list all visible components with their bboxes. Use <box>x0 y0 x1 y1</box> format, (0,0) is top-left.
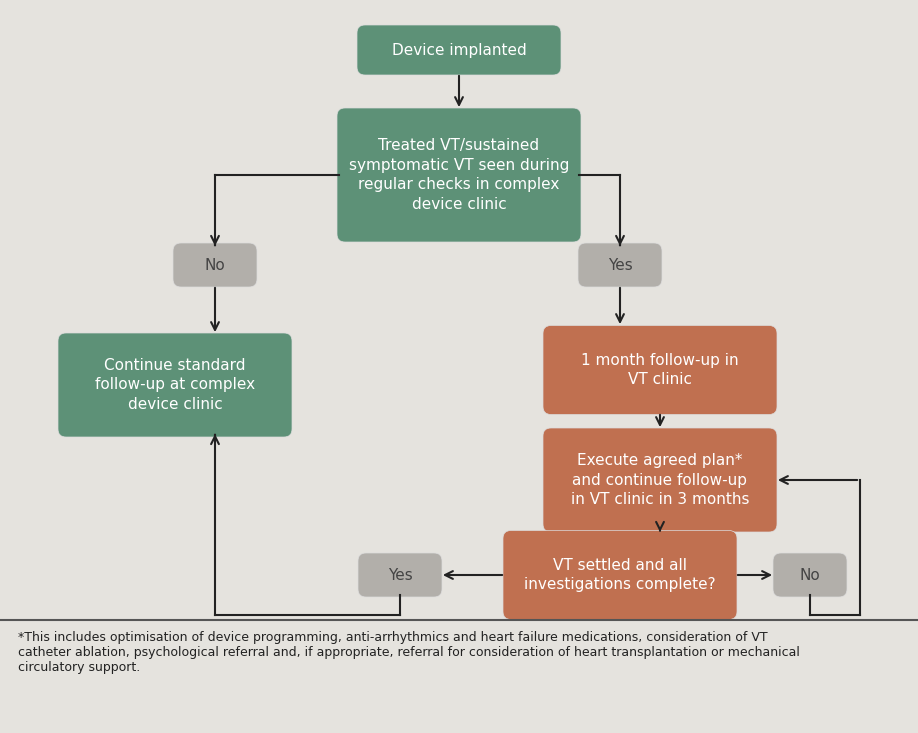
Text: No: No <box>205 257 226 273</box>
Text: VT settled and all
investigations complete?: VT settled and all investigations comple… <box>524 558 716 592</box>
Text: Treated VT/sustained
symptomatic VT seen during
regular checks in complex
device: Treated VT/sustained symptomatic VT seen… <box>349 138 569 212</box>
FancyBboxPatch shape <box>58 333 292 437</box>
Text: 1 month follow-up in
VT clinic: 1 month follow-up in VT clinic <box>581 353 739 388</box>
FancyBboxPatch shape <box>173 243 257 287</box>
FancyBboxPatch shape <box>543 325 777 414</box>
Text: *This includes optimisation of device programming, anti-arrhythmics and heart fa: *This includes optimisation of device pr… <box>18 631 800 674</box>
Text: Yes: Yes <box>608 257 633 273</box>
FancyBboxPatch shape <box>357 25 561 75</box>
FancyBboxPatch shape <box>358 553 442 597</box>
FancyBboxPatch shape <box>578 243 662 287</box>
Text: Continue standard
follow-up at complex
device clinic: Continue standard follow-up at complex d… <box>95 358 255 412</box>
FancyBboxPatch shape <box>773 553 847 597</box>
FancyBboxPatch shape <box>337 108 581 242</box>
FancyBboxPatch shape <box>543 428 777 532</box>
Text: Device implanted: Device implanted <box>392 43 526 57</box>
Text: Yes: Yes <box>387 567 412 583</box>
Text: Execute agreed plan*
and continue follow-up
in VT clinic in 3 months: Execute agreed plan* and continue follow… <box>571 453 749 507</box>
Text: No: No <box>800 567 821 583</box>
FancyBboxPatch shape <box>503 531 737 619</box>
